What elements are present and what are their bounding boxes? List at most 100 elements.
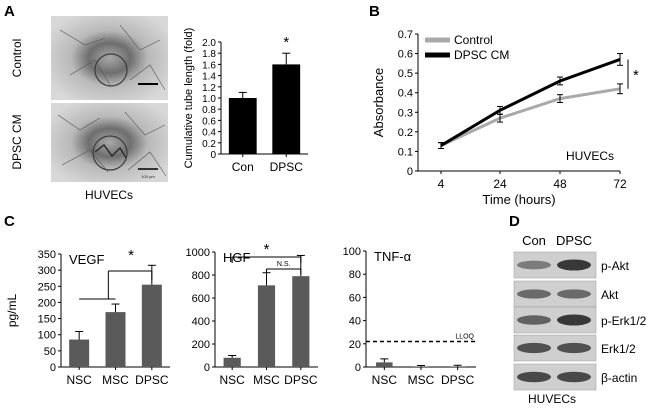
blot-band [557,371,591,383]
y-tick-label: 40 [349,316,361,328]
y-tick-label: 0 [50,362,56,374]
y-tick-label: 300 [38,265,56,277]
blot-row-label: p-Akt [601,259,630,273]
ns-label: N.S. [277,261,291,268]
blot-band [517,342,551,354]
y-tick-label: 0 [407,166,413,178]
image-label-dpsc-cm: DPSC CM [10,114,24,169]
bar [292,276,310,367]
absorbance-line-chart: 0 0.1 0.2 0.3 0.4 0.5 0.6 0.7 4 24 48 72 Time (hours… [371,29,639,207]
y-tick-label: 0.5 [398,68,413,80]
y-tick-label: 0.4 [398,88,413,100]
y-tick-label: 60 [349,292,361,304]
y-tick-label: 20 [349,339,361,351]
blot-row-label: Akt [601,288,619,302]
blot-band [557,289,591,299]
blot-band [517,260,551,270]
panel-label-b: B [369,3,380,20]
y-axis-label: Absorbance [371,68,386,137]
y-tick-label: 0.4 [202,128,216,139]
y-tick-label: 100 [343,246,361,258]
y-tick-label: 2.0 [202,38,216,49]
y-tick-label: 0.3 [398,107,413,119]
y-tick-label: 1.6 [202,60,216,71]
bar [223,357,241,367]
y-tick-label: 1.4 [202,72,216,83]
blot-row-label: Erk1/2 [601,342,636,356]
x-tick-label: 48 [553,177,567,191]
bar [449,366,466,367]
x-tick-label: 24 [493,177,507,191]
micrograph-control [51,16,168,100]
blot-band [557,314,591,326]
y-tick-label: 1.0 [202,94,216,105]
x-tick-label: DPSC [135,373,169,387]
y-tick-label: 200 [38,297,56,309]
image-label-control: Control [10,39,24,78]
bar [105,312,126,367]
y-tick-label: 0.1 [398,146,413,158]
y-tick-label: 250 [38,281,56,293]
vegf-bar-chart: 0 50 100 150 200 250 300 350 NSC MSC DPSC VEGF pg/mL… [5,247,170,387]
blot-caption: HUVECs [528,392,576,406]
legend-label: DPSC CM [454,48,509,62]
significance-marker: * [283,34,289,51]
y-tick-label: 200 [192,339,210,351]
x-tick-label: MSC [102,373,129,387]
y-tick-label: 0.2 [398,127,413,139]
micrograph-dpsc-cm: 100 μm [51,103,168,182]
significance-marker: * [633,67,639,84]
significance-marker: * [128,247,134,264]
x-tick-label: DPSC [270,160,304,174]
y-tick-label: 350 [38,249,56,261]
lane-label: DPSC [556,233,592,248]
bar [272,64,301,154]
western-blot: Con DPSC p-Akt Akt p-Erk1/2 Erk1/2 β-actin [513,233,647,391]
tube-length-bar-chart: 00.20.40.60.81.01.21.41.61.82.0 Con DPSC Cu… [183,28,308,174]
chart-title: VEGF [69,252,104,267]
x-tick-label: MSC [253,373,280,387]
series-line [440,87,621,147]
bar [228,98,257,154]
panel-label-a: A [4,3,15,20]
x-tick-label: DPSC [441,373,475,387]
y-tick-label: 0 [355,362,361,374]
x-axis-label: Time (hours) [482,192,555,207]
x-tick-label: NSC [372,373,398,387]
panel-label-d: D [509,213,520,230]
chart-title: TNF-α [374,249,412,264]
x-tick-label: NSC [66,373,92,387]
y-tick-label: 800 [192,270,210,282]
bar [257,285,276,367]
y-tick-label: 0.2 [202,139,216,150]
y-axis-label: pg/mL [5,294,19,328]
x-tick-label: NSC [219,373,245,387]
bar [69,339,90,367]
y-tick-label: 150 [38,314,56,326]
x-tick-label: DPSC [284,373,318,387]
x-tick-label: 72 [613,177,627,191]
y-tick-label: 0.6 [398,49,413,61]
series-line [440,58,621,147]
x-tick-label: Con [232,160,254,174]
blot-row-label: β-actin [601,371,637,385]
y-tick-label: 1.2 [202,83,216,94]
y-tick-label: 1.8 [202,49,216,60]
y-tick-label: 0.6 [202,116,216,127]
lloq-label: LLOQ [455,333,474,340]
y-tick-label: 50 [44,346,56,358]
y-axis-label: Cumulative tube length (fold) [183,28,195,169]
significance-marker: * [264,241,270,258]
lane-label: Con [522,233,546,248]
y-tick-label: 0 [210,150,216,161]
y-tick-label: 80 [349,269,361,281]
chart-annotation: HUVECs [566,149,614,163]
bar [376,362,393,367]
blot-band [557,342,591,354]
blot-band [517,289,551,299]
blot-band [517,315,551,325]
x-tick-label: 4 [438,177,445,191]
bar [141,284,162,367]
